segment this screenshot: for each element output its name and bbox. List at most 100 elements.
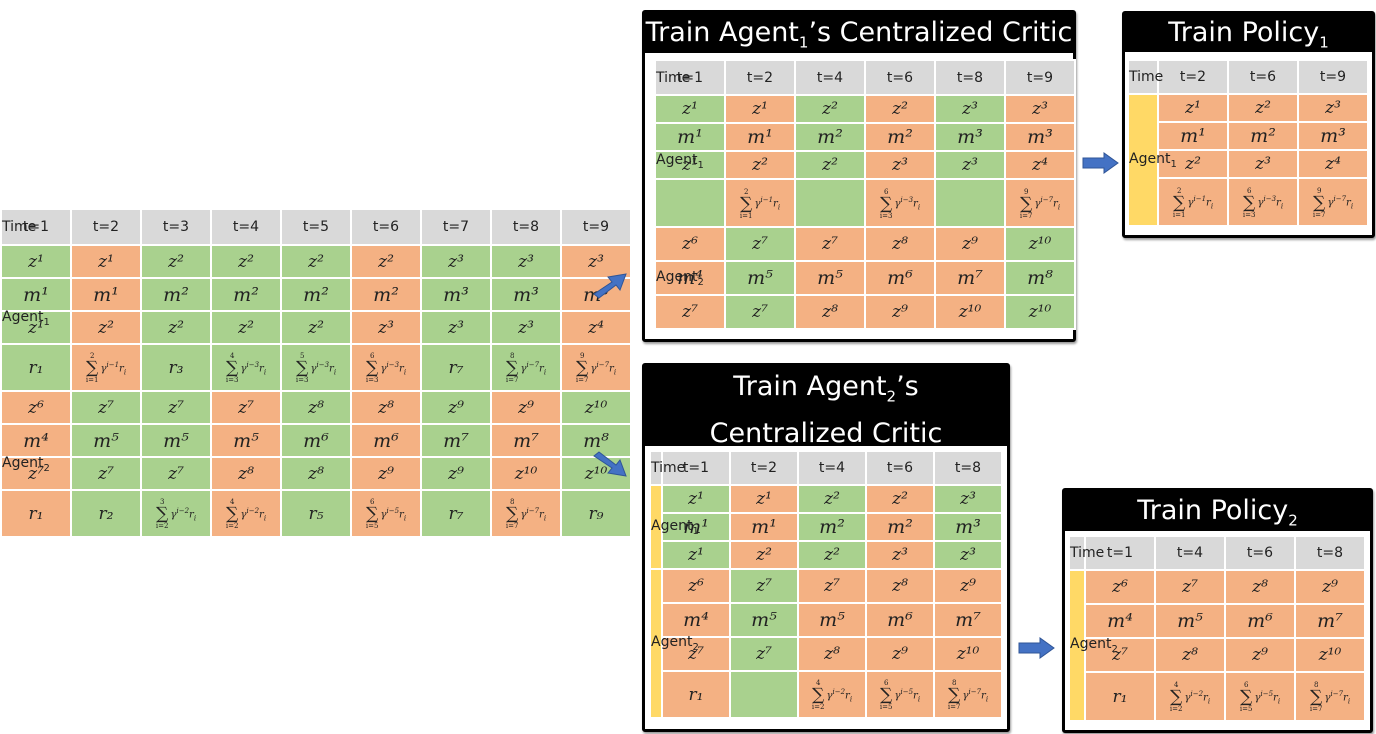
table-cell: m³ bbox=[933, 512, 1003, 542]
table-cell: m⁵ bbox=[1154, 603, 1226, 639]
table-cell: z² bbox=[350, 244, 422, 279]
table-cell: z² bbox=[280, 244, 352, 279]
time-step-header: t=5 bbox=[280, 208, 352, 246]
table-cell: 2 ∑ i=1 γi−1ri bbox=[1157, 177, 1229, 227]
table-cell: m² bbox=[210, 277, 282, 312]
discounted-sum: 8 ∑ i=7 γi−7ri bbox=[947, 679, 989, 711]
table-cell: z⁷ bbox=[794, 226, 866, 262]
table-cell: z⁹ bbox=[490, 390, 562, 425]
table-cell: z⁷ bbox=[1084, 637, 1156, 673]
table-cell: m² bbox=[794, 122, 866, 152]
table-cell: z⁹ bbox=[934, 226, 1006, 262]
table-cell: r₃ bbox=[140, 343, 212, 392]
table-row: Agent1z¹z¹z²z²z²z²z³z³z³ bbox=[0, 244, 632, 327]
discounted-sum: 2 ∑ i=1 γi−1ri bbox=[739, 187, 781, 220]
table-cell: z¹⁰ bbox=[560, 390, 632, 425]
table-cell: z⁹ bbox=[420, 390, 492, 425]
table-cell: z⁸ bbox=[280, 390, 352, 425]
time-step-header: t=6 bbox=[1227, 59, 1299, 95]
table-cell: 2 ∑ i=1 γi−1ri bbox=[70, 343, 142, 392]
table-cell: m¹ bbox=[654, 122, 726, 152]
table-row: z¹ z² z² z³ z³ z⁴ bbox=[654, 150, 1076, 180]
table-cell: z³ bbox=[933, 484, 1003, 514]
arrow-right-icon bbox=[1018, 637, 1055, 659]
table-row: m¹m¹m²m²m²m²m³m³m³ bbox=[0, 277, 632, 312]
table-cell: z¹⁰ bbox=[934, 294, 1006, 330]
table-row: Agent1z¹z¹z²z²z³ bbox=[649, 484, 1003, 570]
table-cell: z² bbox=[729, 540, 799, 570]
table-cell bbox=[934, 178, 1006, 228]
discounted-sum: 3 ∑ i=2 γi−2ri bbox=[155, 498, 197, 530]
discounted-sum: 8 ∑ i=7 γi−7ri bbox=[1309, 681, 1351, 713]
table-cell: z² bbox=[1157, 149, 1229, 179]
table-row: r₁ 4 ∑ i=2 γi−2ri 6 ∑ i=5 γi−5ri 8 ∑ i=7 γi−7ri bbox=[1069, 671, 1366, 722]
time-step-header: t=8 bbox=[1294, 535, 1366, 571]
table-cell: z⁶ bbox=[661, 568, 731, 604]
table-cell: 8 ∑ i=7 γi−7ri bbox=[1294, 671, 1366, 722]
table-cell: z⁹ bbox=[865, 636, 935, 672]
table-cell: 8 ∑ i=7 γi−7ri bbox=[490, 489, 562, 538]
table-cell: z⁷ bbox=[724, 226, 796, 262]
time-header: Time bbox=[1127, 59, 1163, 95]
time-step-header: t=4 bbox=[794, 59, 866, 96]
discounted-sum: 2 ∑ i=1 γi−1ri bbox=[1172, 186, 1214, 219]
table-cell: z⁷ bbox=[654, 294, 726, 330]
table-cell: m⁵ bbox=[210, 423, 282, 458]
table-cell: z⁸ bbox=[280, 456, 352, 491]
table-cell: z⁸ bbox=[350, 390, 422, 425]
table-cell: z⁹ bbox=[1224, 637, 1296, 673]
table-cell: m⁶ bbox=[350, 423, 422, 458]
table-cell bbox=[794, 178, 866, 228]
table-cell: m⁷ bbox=[1294, 603, 1366, 639]
table-cell: z⁷ bbox=[140, 456, 212, 491]
table-cell: z⁶ bbox=[654, 226, 726, 262]
table-cell: z³ bbox=[933, 540, 1003, 570]
table-cell: r₇ bbox=[420, 343, 492, 392]
time-header: Time bbox=[649, 450, 685, 486]
table-cell: m⁵ bbox=[70, 423, 142, 458]
table-cell: z² bbox=[280, 310, 352, 345]
table-cell: 4 ∑ i=3 γi−3ri bbox=[210, 343, 282, 392]
table-cell: z¹ bbox=[661, 484, 731, 514]
table-cell: m⁵ bbox=[729, 602, 799, 638]
table-cell: m¹ bbox=[70, 277, 142, 312]
table-cell: z⁷ bbox=[140, 390, 212, 425]
table-cell: 6 ∑ i=5 γi−5ri bbox=[350, 489, 422, 538]
discounted-sum: 6 ∑ i=3 γi−3ri bbox=[365, 352, 407, 384]
table-cell: m¹ bbox=[0, 277, 72, 312]
table-cell: 8 ∑ i=7 γi−7ri bbox=[933, 670, 1003, 719]
table-cell: z¹ bbox=[70, 244, 142, 279]
table-cell: z⁸ bbox=[1154, 637, 1226, 673]
table-cell: 6 ∑ i=3 γi−3ri bbox=[350, 343, 422, 392]
table-cell: m⁴ bbox=[661, 602, 731, 638]
discounted-sum: 6 ∑ i=5 γi−5ri bbox=[1239, 681, 1281, 713]
table-cell: m² bbox=[280, 277, 352, 312]
time-step-header: t=6 bbox=[864, 59, 936, 96]
table-row: z⁷ z⁸ z⁹ z¹⁰ bbox=[1069, 637, 1366, 673]
table-cell: z³ bbox=[864, 150, 936, 180]
table-cell: z³ bbox=[934, 94, 1006, 124]
table-cell: z² bbox=[210, 310, 282, 345]
table-cell: r₇ bbox=[420, 489, 492, 538]
table-cell: z⁷ bbox=[729, 568, 799, 604]
table-cell: 4 ∑ i=2 γi−2ri bbox=[797, 670, 867, 719]
table-cell: z⁷ bbox=[70, 390, 142, 425]
table-row: r₁ 4 ∑ i=2 γi−2ri 6 ∑ i=5 γi−5ri 8 ∑ i=7 γi−7ri bbox=[650, 670, 1003, 719]
policy2-table: Timet=1t=4t=6t=8Agent2z⁶z⁷z⁸z⁹m⁴m⁵m⁶m⁷z⁷… bbox=[1068, 535, 1366, 722]
table-cell: z¹ bbox=[661, 540, 731, 570]
table-row: m¹ m² m³ bbox=[1128, 121, 1369, 151]
table-cell: m⁸ bbox=[1004, 260, 1076, 296]
table-cell: 6 ∑ i=3 γi−3ri bbox=[1227, 177, 1299, 227]
table-cell: r₁ bbox=[0, 343, 72, 392]
table-cell: m² bbox=[864, 122, 936, 152]
table-row: 2 ∑ i=1 γi−1ri 6 ∑ i=3 γi−3ri 9 ∑ i=7 γi−7ri bbox=[1128, 177, 1369, 227]
table-row: m⁴ m⁵ m⁵ m⁶ m⁷ m⁸ bbox=[654, 260, 1076, 296]
discounted-sum: 6 ∑ i=3 γi−3ri bbox=[879, 187, 921, 220]
table-cell: 6 ∑ i=5 γi−5ri bbox=[865, 670, 935, 719]
table-row: r₁ r₂ 3 ∑ i=2 γi−2ri 4 ∑ i=2 γi−2ri r₅ 6 ∑ i=5 γi−5ri r… bbox=[0, 489, 632, 538]
table-cell: z⁴ bbox=[1004, 150, 1076, 180]
discounted-sum: 4 ∑ i=2 γi−2ri bbox=[225, 498, 267, 530]
time-step-header: t=2 bbox=[729, 450, 799, 486]
policy2-title: Train Policy2 bbox=[1065, 491, 1370, 531]
